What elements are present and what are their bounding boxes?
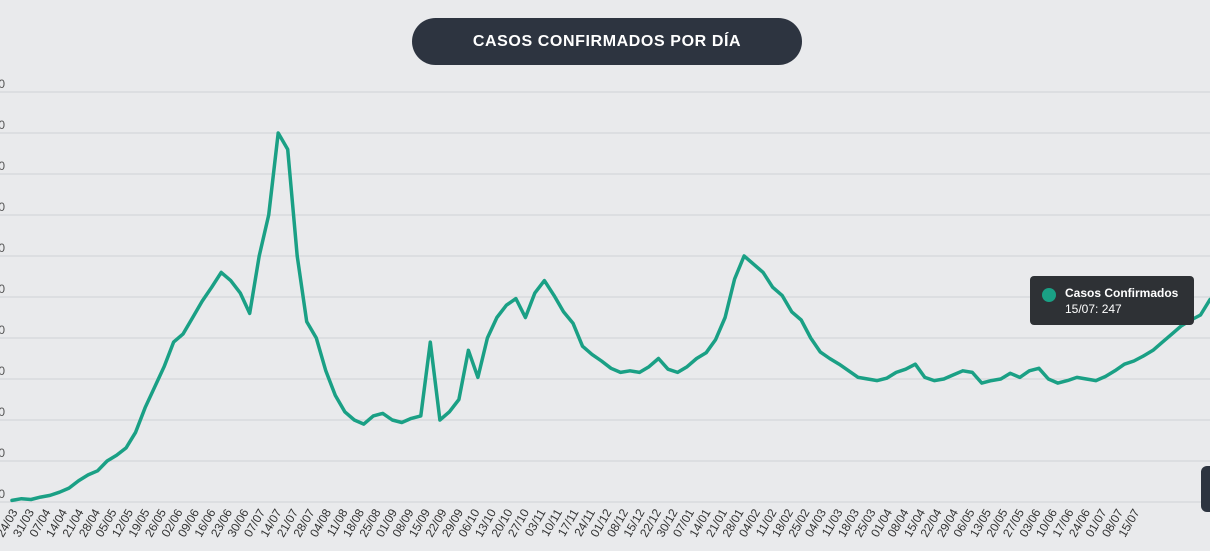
y-tick-label: 300 [0,241,5,255]
series-color-dot [1042,288,1056,302]
y-axis-ticks: 0 50 100 150 200 250 300 350 400 450 500 [0,77,5,501]
side-button[interactable] [1201,466,1210,512]
y-tick-label: 250 [0,282,5,296]
grid-lines [0,91,1210,503]
x-axis-ticks: 24/0331/0307/0414/0421/0428/0405/0512/05… [0,506,1143,539]
y-tick-label: 150 [0,364,5,378]
series-line-casos-confirmados[interactable] [10,131,1210,503]
tooltip-series-name: Casos Confirmados [1065,286,1179,300]
y-tick-label: 450 [0,118,5,132]
data-tooltip: Casos Confirmados 15/07: 247 [1030,276,1194,325]
y-tick-label: 500 [0,77,5,91]
chart-title: CASOS CONFIRMADOS POR DÍA [412,18,802,65]
y-tick-label: 200 [0,323,5,337]
y-tick-label: 50 [0,446,5,460]
y-tick-label: 350 [0,200,5,214]
y-tick-label: 400 [0,159,5,173]
y-tick-label: 100 [0,405,5,419]
tooltip-value: 15/07: 247 [1065,302,1122,316]
y-tick-label: 0 [0,487,5,501]
